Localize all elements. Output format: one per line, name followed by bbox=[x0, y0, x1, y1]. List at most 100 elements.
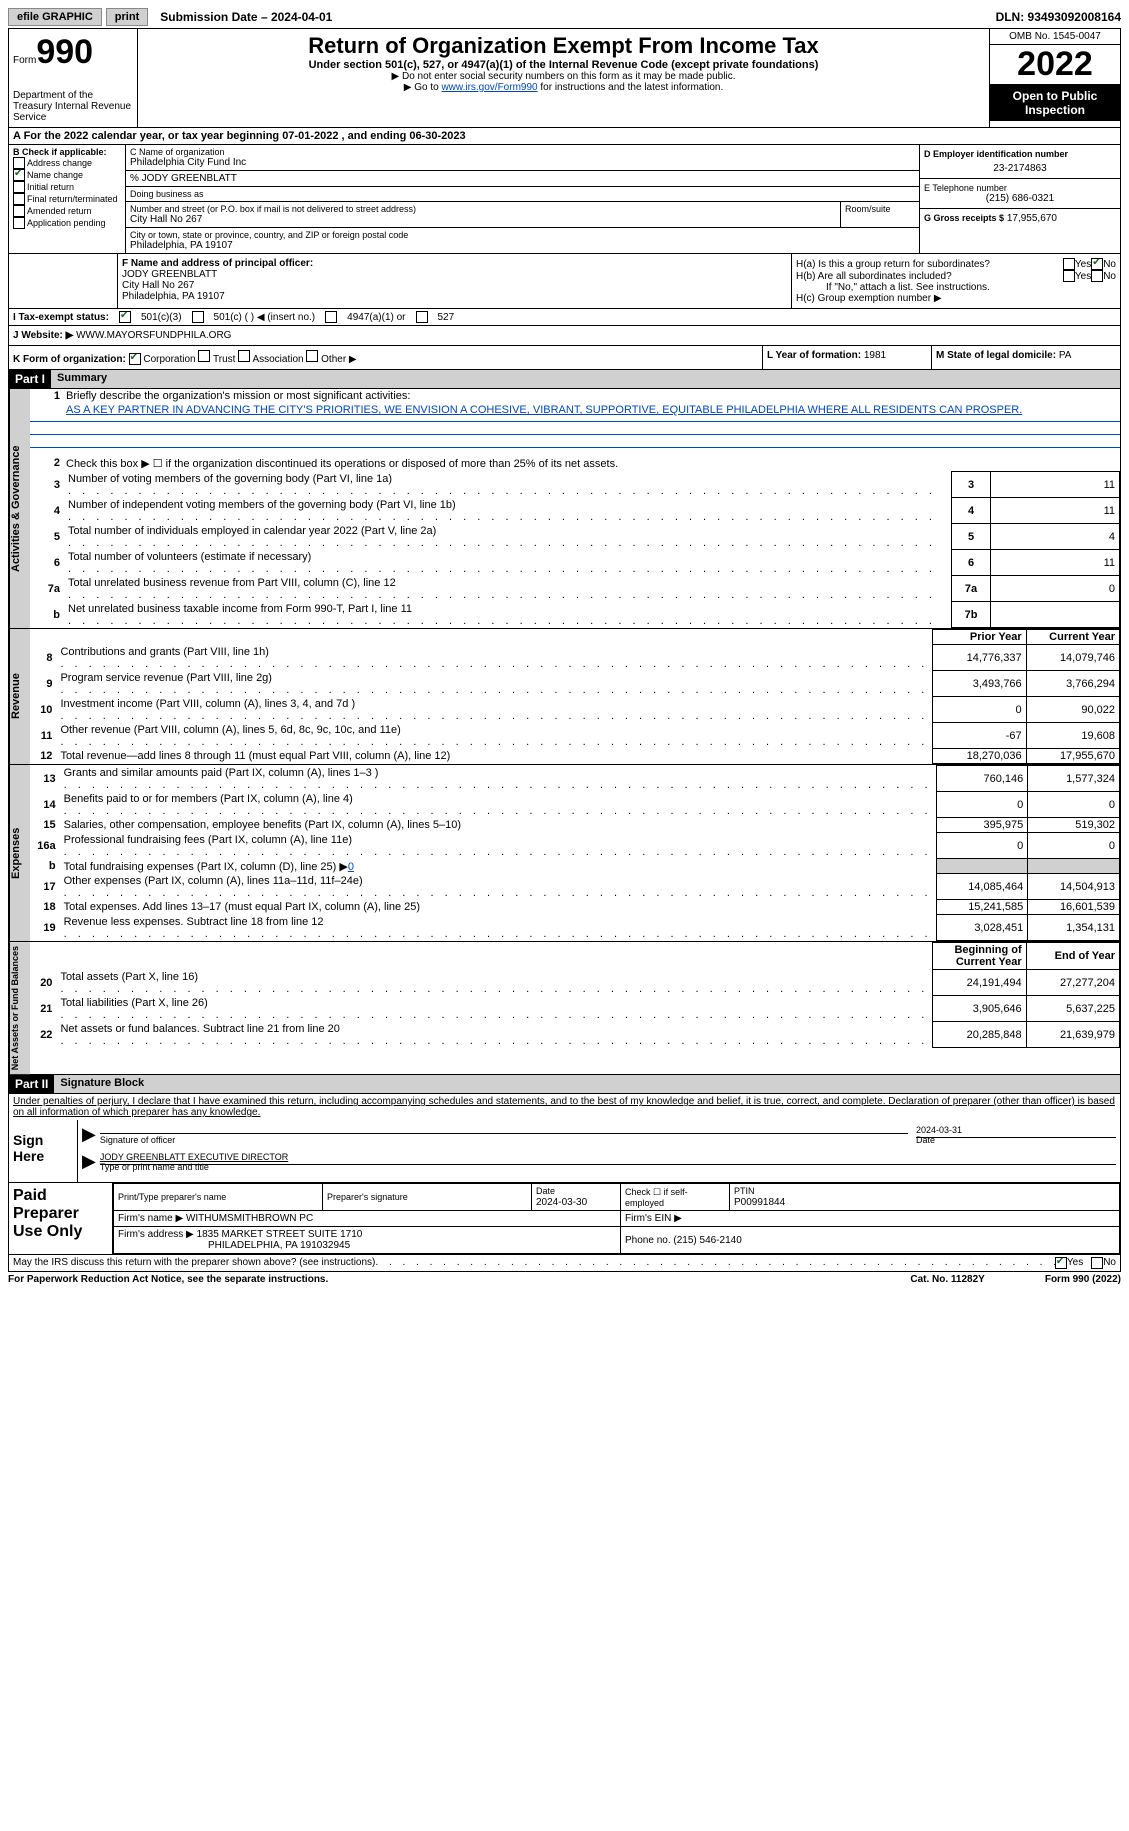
print-button[interactable]: print bbox=[106, 8, 148, 26]
lbl-yes2: Yes bbox=[1075, 271, 1091, 282]
l5: Total number of individuals employed in … bbox=[68, 525, 436, 537]
c14: 0 bbox=[1028, 792, 1120, 818]
firm-name: WITHUMSMITHBROWN PC bbox=[186, 1213, 313, 1224]
chk-amended[interactable] bbox=[13, 205, 25, 217]
activities-governance-section: Activities & Governance 1Briefly describ… bbox=[8, 389, 1121, 629]
chk-app-pending[interactable] bbox=[13, 217, 25, 229]
chk-hb-yes[interactable] bbox=[1063, 270, 1075, 282]
form-title: Return of Organization Exempt From Incom… bbox=[142, 33, 985, 59]
lbl-address-change: Address change bbox=[27, 158, 92, 168]
c17: 14,504,913 bbox=[1028, 874, 1120, 900]
chk-corp[interactable] bbox=[129, 353, 141, 365]
officer-print-name: JODY GREENBLATT EXECUTIVE DIRECTOR bbox=[100, 1152, 1116, 1162]
lbl-no: No bbox=[1103, 259, 1116, 270]
chk-501c[interactable] bbox=[192, 311, 204, 323]
lbl-4947: 4947(a)(1) or bbox=[347, 312, 405, 323]
chk-discuss-no[interactable] bbox=[1091, 1257, 1103, 1269]
c15: 519,302 bbox=[1028, 818, 1120, 833]
c10: 90,022 bbox=[1026, 697, 1119, 723]
chk-initial-return[interactable] bbox=[13, 181, 25, 193]
org-name: Philadelphia City Fund Inc bbox=[130, 157, 915, 168]
chk-hb-no[interactable] bbox=[1091, 270, 1103, 282]
chk-501c3[interactable] bbox=[119, 311, 131, 323]
form-subtitle: Under section 501(c), 527, or 4947(a)(1)… bbox=[142, 59, 985, 71]
chk-other[interactable] bbox=[306, 350, 318, 362]
section-fh: F Name and address of principal officer:… bbox=[8, 254, 1121, 309]
chk-527[interactable] bbox=[416, 311, 428, 323]
b-label: B Check if applicable: bbox=[13, 147, 121, 157]
state-domicile: PA bbox=[1059, 350, 1072, 361]
calendar-year-row: A For the 2022 calendar year, or tax yea… bbox=[8, 128, 1121, 145]
i-label: I Tax-exempt status: bbox=[13, 312, 109, 323]
p12: 18,270,036 bbox=[933, 749, 1026, 764]
sig-arrow-icon2: ▶ bbox=[82, 1151, 96, 1172]
p11: -67 bbox=[933, 723, 1026, 749]
side-netassets: Net Assets or Fund Balances bbox=[9, 942, 30, 1074]
prep-date-label: Date bbox=[536, 1186, 555, 1196]
c11: 19,608 bbox=[1026, 723, 1119, 749]
l9: Program service revenue (Part VIII, line… bbox=[60, 672, 272, 684]
paperwork-notice: For Paperwork Reduction Act Notice, see … bbox=[8, 1274, 910, 1285]
sign-here-label: Sign Here bbox=[9, 1120, 78, 1182]
prep-name-label: Print/Type preparer's name bbox=[118, 1192, 226, 1202]
lbl-trust: Trust bbox=[213, 354, 235, 365]
lbl-501c3: 501(c)(3) bbox=[141, 312, 182, 323]
v7a: 0 bbox=[991, 576, 1120, 602]
note-link: ▶ Go to www.irs.gov/Form990 for instruct… bbox=[142, 82, 985, 93]
f-label: F Name and address of principal officer: bbox=[122, 258, 787, 269]
officer-name: JODY GREENBLATT bbox=[122, 269, 787, 280]
chk-final-return[interactable] bbox=[13, 193, 25, 205]
chk-ha-no[interactable] bbox=[1091, 258, 1103, 270]
firm-addr-label: Firm's address ▶ bbox=[118, 1229, 194, 1240]
chk-discuss-yes[interactable] bbox=[1055, 1257, 1067, 1269]
side-activities: Activities & Governance bbox=[9, 389, 30, 628]
chk-trust[interactable] bbox=[198, 350, 210, 362]
omb-number: OMB No. 1545-0047 bbox=[990, 29, 1120, 45]
lbl-initial-return: Initial return bbox=[27, 182, 74, 192]
chk-name-change[interactable] bbox=[13, 169, 25, 181]
lbl-name-change: Name change bbox=[27, 170, 83, 180]
firm-phone: (215) 546-2140 bbox=[673, 1235, 741, 1246]
l19: Revenue less expenses. Subtract line 18 … bbox=[64, 916, 324, 928]
netassets-section: Net Assets or Fund Balances Beginning of… bbox=[8, 942, 1121, 1075]
p8: 14,776,337 bbox=[933, 645, 1026, 671]
irs-link[interactable]: www.irs.gov/Form990 bbox=[441, 82, 537, 93]
side-expenses: Expenses bbox=[9, 765, 30, 941]
end-year-header: End of Year bbox=[1026, 943, 1119, 970]
discuss-text: May the IRS discuss this return with the… bbox=[13, 1257, 375, 1269]
l15: Salaries, other compensation, employee b… bbox=[64, 819, 461, 831]
form-label: Form bbox=[13, 55, 36, 66]
cat-number: Cat. No. 11282Y bbox=[910, 1274, 984, 1285]
l20: Total assets (Part X, line 16) bbox=[60, 971, 198, 983]
lbl-527: 527 bbox=[438, 312, 455, 323]
tax-year: 2022 bbox=[990, 45, 1120, 85]
lbl-other: Other ▶ bbox=[321, 354, 356, 365]
v7b bbox=[991, 602, 1120, 628]
p21: 3,905,646 bbox=[933, 996, 1026, 1022]
chk-ha-yes[interactable] bbox=[1063, 258, 1075, 270]
dba-label: Doing business as bbox=[126, 187, 919, 202]
part2-header: Part II bbox=[9, 1075, 54, 1093]
part1-header: Part I bbox=[9, 370, 51, 388]
mission-text: AS A KEY PARTNER IN ADVANCING THE CITY'S… bbox=[66, 404, 1116, 416]
discuss-row: May the IRS discuss this return with the… bbox=[8, 1255, 1121, 1272]
sig-arrow-icon: ▶ bbox=[82, 1124, 96, 1145]
c18: 16,601,539 bbox=[1028, 900, 1120, 915]
efile-button[interactable]: efile GRAPHIC bbox=[8, 8, 102, 26]
ein: 23-2174863 bbox=[924, 163, 1116, 174]
l3: Number of voting members of the governin… bbox=[68, 473, 392, 485]
part2-title: Signature Block bbox=[54, 1075, 1120, 1093]
type-name-label: Type or print name and title bbox=[100, 1162, 209, 1172]
firm-ein-label: Firm's EIN ▶ bbox=[621, 1211, 1120, 1227]
chk-assoc[interactable] bbox=[238, 350, 250, 362]
part1-title: Summary bbox=[51, 370, 1120, 388]
l18: Total expenses. Add lines 13–17 (must eq… bbox=[64, 901, 420, 913]
l1-label: Briefly describe the organization's miss… bbox=[66, 390, 1116, 402]
chk-4947[interactable] bbox=[325, 311, 337, 323]
l13: Grants and similar amounts paid (Part IX… bbox=[64, 767, 379, 779]
form-header: Form990 Department of the Treasury Inter… bbox=[8, 28, 1121, 128]
c21: 5,637,225 bbox=[1026, 996, 1119, 1022]
check-self: Check ☐ if self-employed bbox=[621, 1184, 730, 1211]
gross-receipts: 17,955,670 bbox=[1007, 213, 1057, 224]
l7a: Total unrelated business revenue from Pa… bbox=[68, 577, 396, 589]
